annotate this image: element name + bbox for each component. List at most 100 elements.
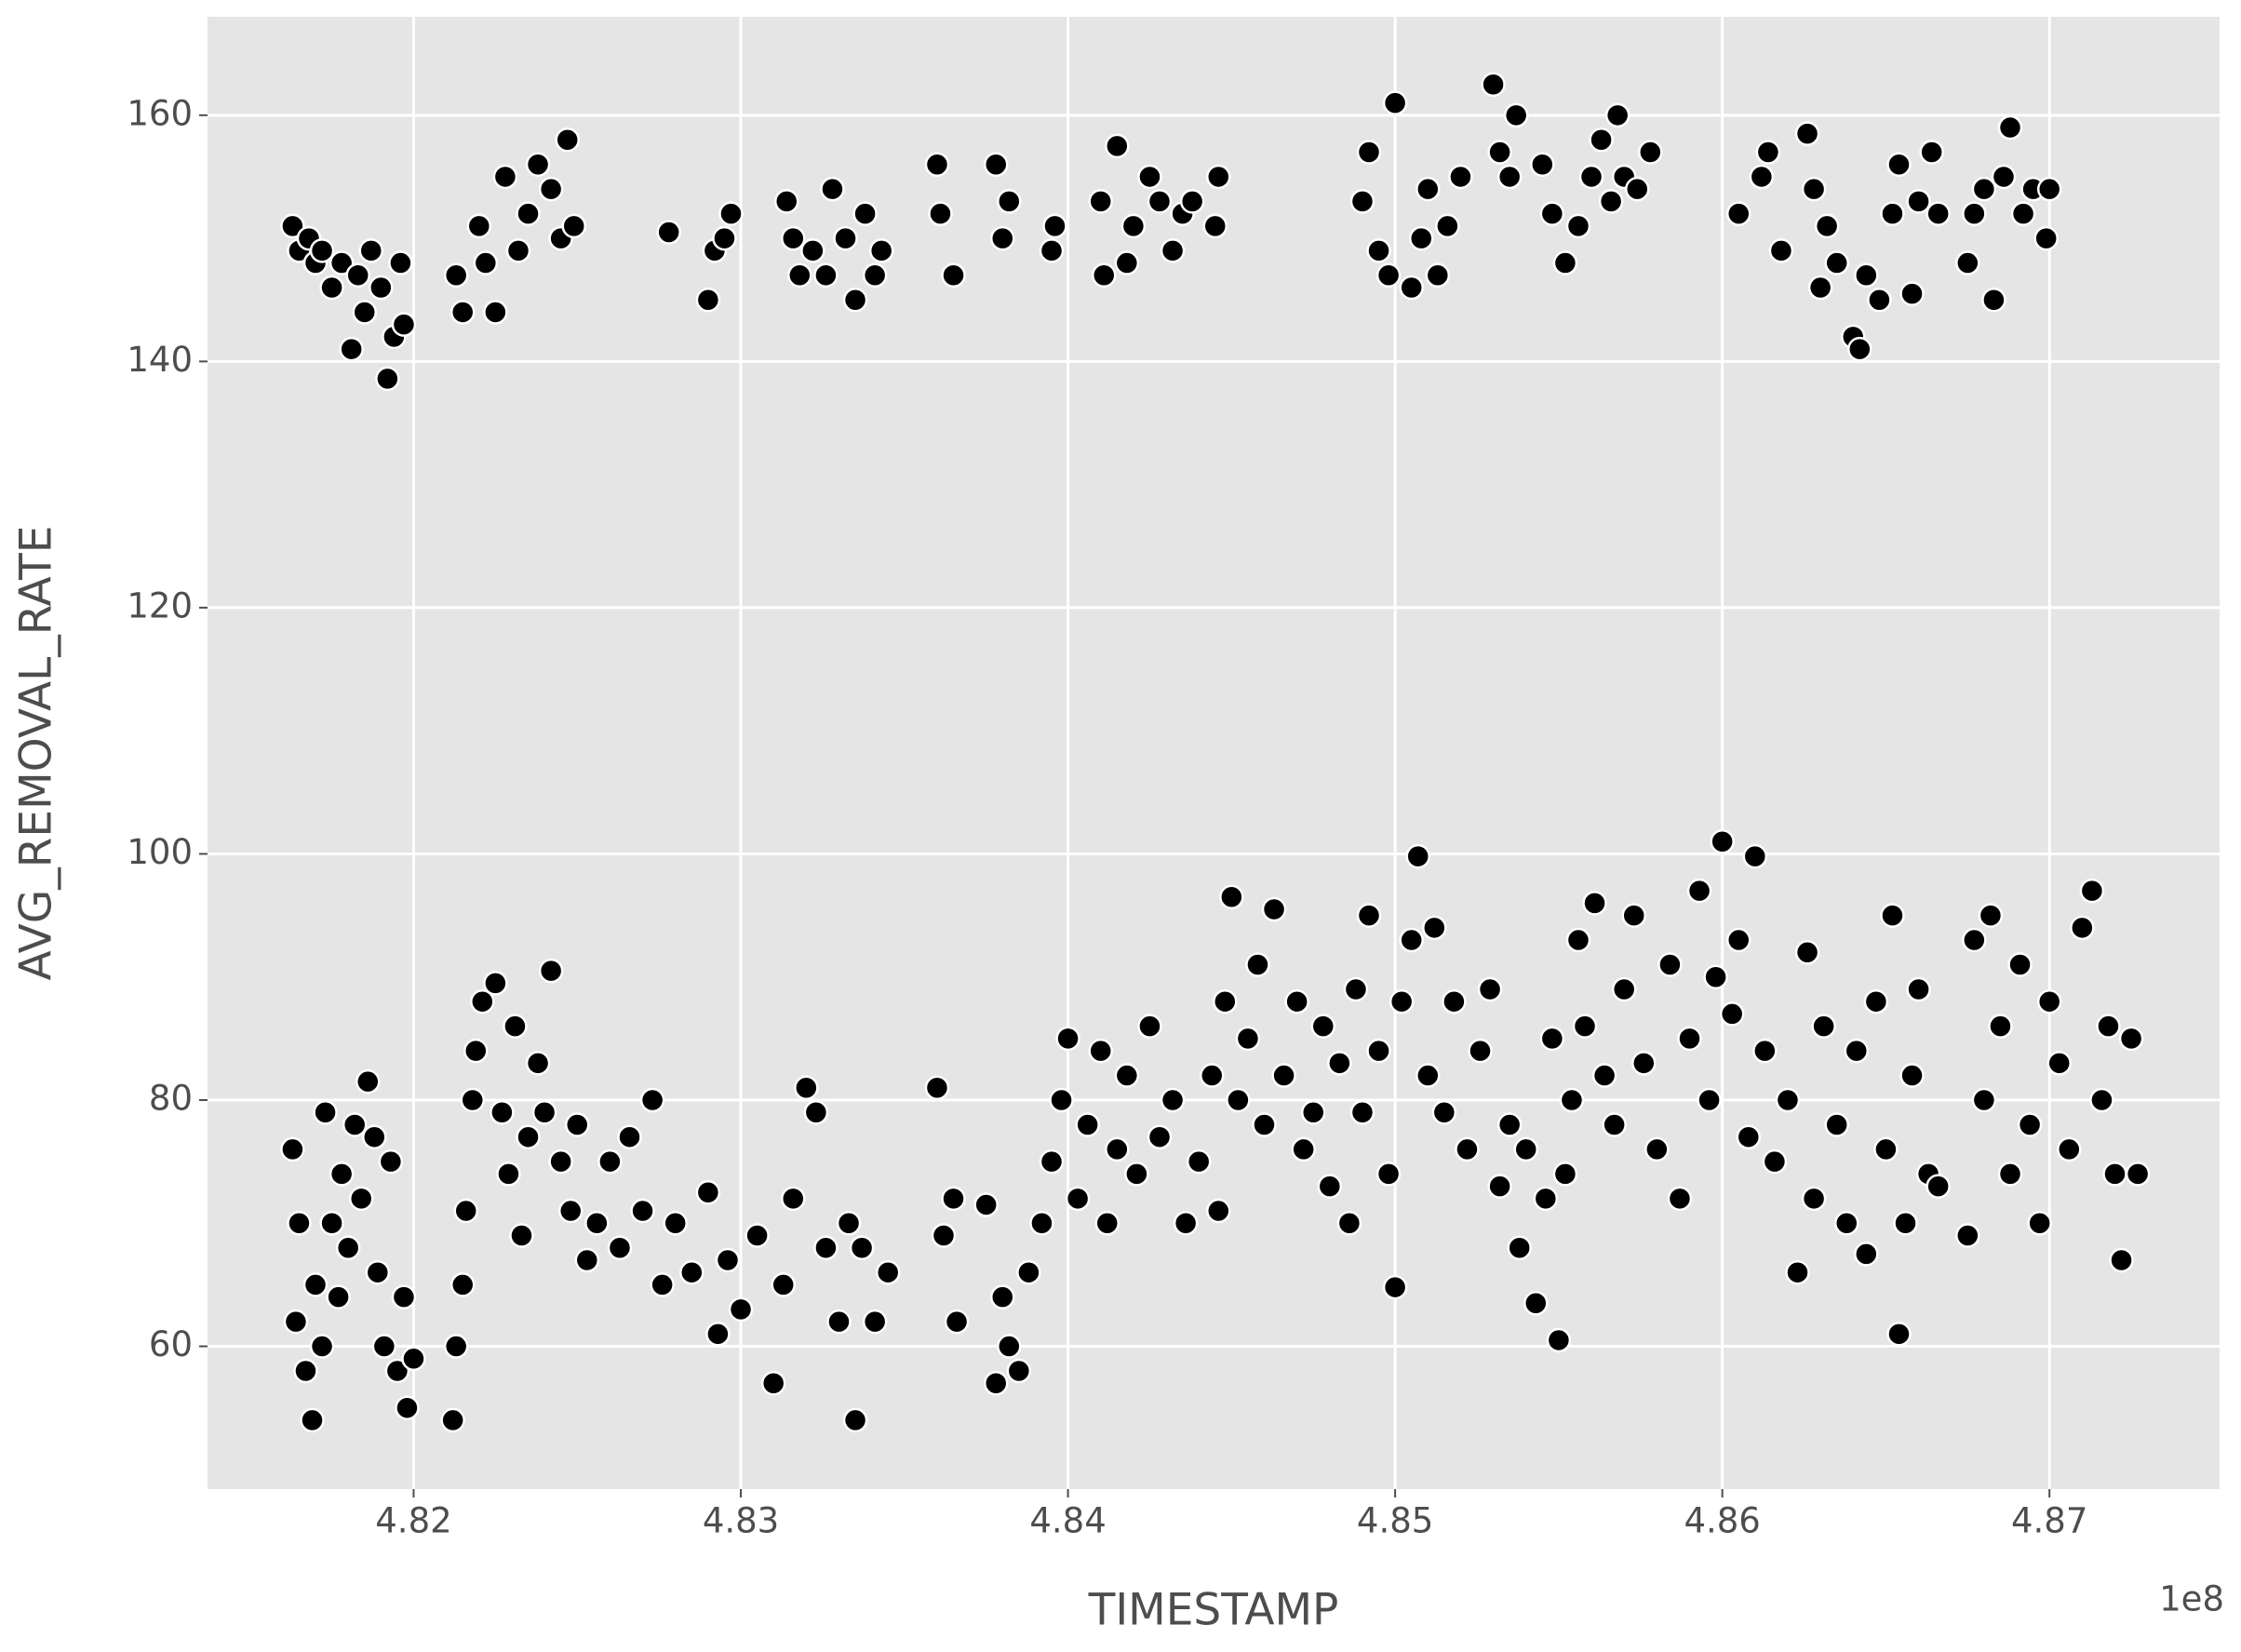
point — [1530, 152, 1555, 177]
point — [2102, 1162, 2127, 1187]
point — [1955, 1223, 1980, 1248]
point — [395, 1395, 420, 1420]
point — [875, 1259, 901, 1285]
y-tick-label: 60 — [149, 1324, 193, 1364]
point — [1725, 927, 1751, 953]
point — [1686, 878, 1712, 904]
point — [2036, 176, 2062, 202]
point — [1496, 1112, 1523, 1137]
point — [1833, 1211, 1859, 1236]
point — [1604, 102, 1630, 128]
point — [1481, 72, 1506, 98]
point — [309, 1334, 335, 1359]
point — [1416, 1063, 1441, 1088]
point — [538, 958, 564, 984]
x-tick-label: 4.84 — [1029, 1501, 1106, 1541]
point — [1271, 1063, 1296, 1088]
point — [371, 1334, 397, 1359]
point — [339, 336, 364, 362]
y-axis-label: AVG_REMOVAL_RATE — [11, 526, 62, 981]
point — [990, 1284, 1015, 1310]
point — [1589, 128, 1614, 153]
point — [1854, 262, 1879, 289]
point — [2007, 952, 2033, 977]
point — [1725, 201, 1751, 226]
point — [1284, 988, 1309, 1014]
point — [1899, 281, 1925, 306]
point — [1105, 133, 1130, 159]
point — [1503, 102, 1529, 128]
point — [450, 1272, 476, 1297]
point — [1343, 976, 1369, 1002]
point — [997, 189, 1022, 214]
point — [1657, 952, 1683, 977]
point — [1455, 1136, 1480, 1162]
point — [1124, 1162, 1149, 1187]
point — [1546, 1327, 1572, 1353]
x-tick-label: 4.87 — [2011, 1501, 2087, 1541]
point — [1173, 1211, 1199, 1236]
y-tick-label: 140 — [127, 340, 193, 380]
point — [2046, 1051, 2072, 1076]
point — [1291, 1136, 1316, 1162]
point — [728, 1296, 754, 1323]
point — [1565, 927, 1591, 953]
point — [525, 152, 551, 177]
point — [1611, 976, 1637, 1002]
point — [695, 1179, 721, 1205]
point — [1399, 927, 1424, 953]
point — [973, 1192, 999, 1217]
point — [781, 1186, 806, 1212]
point — [1644, 1136, 1670, 1162]
point — [679, 1259, 705, 1285]
point — [695, 287, 721, 313]
point — [358, 238, 384, 263]
point — [378, 1148, 404, 1175]
point — [2010, 201, 2036, 226]
point — [1598, 189, 1624, 214]
point — [1507, 1235, 1532, 1260]
point — [794, 1075, 819, 1101]
point — [1487, 1174, 1512, 1199]
point — [787, 262, 812, 289]
point — [849, 1235, 875, 1260]
point — [842, 287, 868, 313]
point — [656, 220, 681, 245]
point — [555, 128, 580, 153]
point — [1477, 976, 1503, 1002]
point — [833, 225, 858, 251]
point — [1399, 275, 1424, 301]
point — [1775, 1087, 1801, 1113]
point — [1736, 1124, 1762, 1149]
point — [391, 1284, 417, 1310]
point — [1219, 884, 1244, 910]
point — [1160, 238, 1186, 263]
point — [1235, 1026, 1261, 1052]
point — [941, 1186, 966, 1212]
point — [283, 1309, 309, 1335]
point — [1160, 1087, 1186, 1113]
point — [1863, 988, 1889, 1014]
point — [663, 1211, 688, 1236]
point — [525, 1051, 551, 1076]
point — [1962, 927, 1987, 953]
point — [1366, 1038, 1391, 1064]
point — [630, 1198, 655, 1224]
point — [1811, 1014, 1836, 1039]
point — [384, 1358, 410, 1384]
point — [1513, 1136, 1538, 1162]
point — [557, 1198, 584, 1224]
point — [388, 250, 413, 275]
point — [1422, 915, 1447, 941]
point — [2125, 1162, 2151, 1187]
point — [365, 1259, 391, 1285]
point — [1186, 1148, 1212, 1175]
point — [375, 366, 400, 392]
point — [1667, 1186, 1693, 1212]
point — [1742, 843, 1768, 869]
y-tick-label: 80 — [149, 1079, 193, 1119]
point — [1824, 250, 1849, 275]
point — [928, 201, 953, 226]
point — [705, 1322, 731, 1347]
point — [342, 1112, 368, 1137]
